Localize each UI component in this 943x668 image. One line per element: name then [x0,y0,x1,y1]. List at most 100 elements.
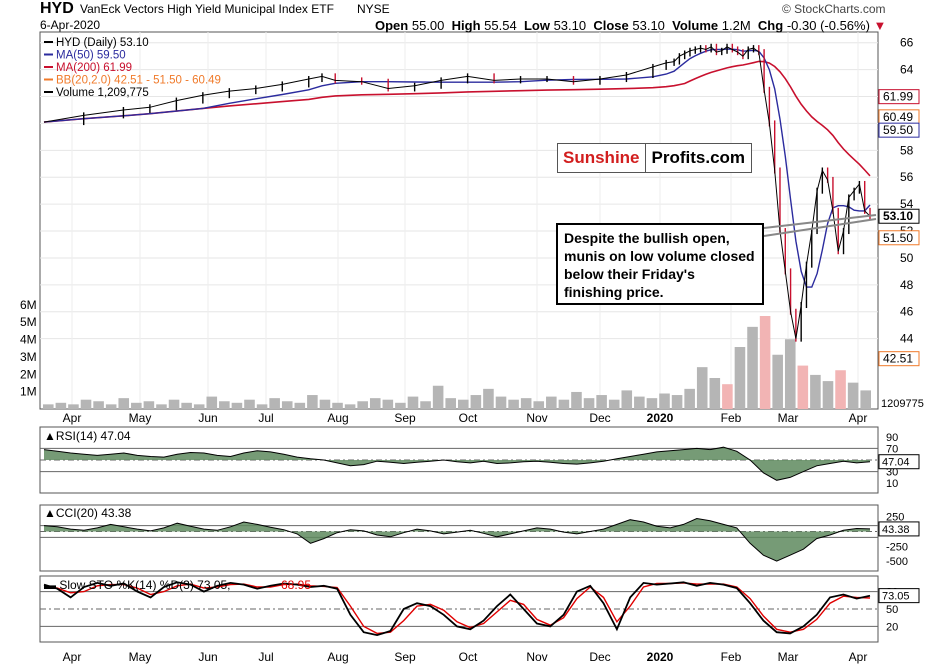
volume-bar [608,399,620,409]
volume-bar [68,404,79,409]
volume-last-value: 1209775 [881,398,924,410]
volume-axis-tick: 4M [20,333,37,347]
rsi-value-box [878,454,920,470]
volume-bar [797,365,809,409]
legend-item: Volume 1,209,775 [56,87,149,99]
cci-value-box [878,521,920,537]
month-axis-label: Jul [258,650,273,664]
volume-bar [835,370,846,409]
volume-bar [734,347,746,409]
month-axis-label: Jun [198,650,217,664]
price-label-box [878,208,920,224]
volume-bar [810,374,821,409]
month-axis-label: Apr [849,411,868,425]
rsi-axis-tick: 70 [886,443,898,455]
price-axis-tick: 58 [900,143,914,157]
header-symbol: HYD [40,0,74,17]
price-label: 51.50 [883,231,913,245]
price-axis-tick: 56 [900,170,914,184]
price-axis-tick: 48 [900,278,914,292]
low-value: 53.10 [553,18,587,33]
month-axis-label: May [129,411,152,425]
price-axis-tick: 46 [900,305,914,319]
cci-title: ▲CCI(20) 43.38 [44,506,132,520]
month-axis-label: Dec [589,650,610,664]
volume-bar [244,399,255,409]
rsi-area [44,447,870,481]
volume-bar [369,398,381,409]
volume-bar [671,395,683,409]
legend-item: MA(200) 61.99 [56,62,132,74]
volume-bar [281,401,293,409]
low-label: Low [523,18,550,33]
volume-bar [646,398,658,409]
volume-axis-tick: 6M [20,298,37,312]
brand-logo: Sunshine Profits.com [557,143,753,173]
volume-bar [55,402,67,409]
month-axis-label: Oct [459,650,478,664]
price-label-box [878,89,920,105]
chg-label: Chg [757,18,784,33]
volume-value: 1.2M [721,18,751,33]
header-date: 6-Apr-2020 [40,18,101,32]
volume-bar [332,402,343,409]
month-axis-label: Mar [778,411,799,425]
sto-axis-tick: 50 [886,604,898,616]
rsi-title: ▲RSI(14) 47.04 [44,429,131,443]
volume-bar [445,398,456,409]
rsi-axis-tick: 30 [886,467,898,479]
header-exchange: NYSE [357,2,390,16]
high-value: 55.54 [484,18,517,33]
volume-bar [432,385,444,409]
volume-bar [344,404,356,409]
chg-value: -0.30 (-0.56%) [786,18,870,33]
price-label-box [878,351,920,367]
price-label: 61.99 [883,90,913,104]
rsi-line [43,446,871,481]
volume-bar [784,339,796,409]
volume-bar [93,401,104,409]
volume-bar [206,396,218,409]
cci-panel [39,504,879,572]
volume-label: Volume [672,18,719,33]
volume-bar [722,384,733,409]
sto-panel [39,575,879,643]
brand-part-2: Profits.com [651,148,746,167]
volume-bar [407,396,419,409]
volume-bar [659,393,670,409]
sto-axis-tick: 20 [886,621,898,633]
volume-bar [118,398,130,409]
rsi-axis-tick: 10 [886,478,898,490]
volume-bar [571,391,582,409]
volume-bar [307,395,318,409]
ma200-line [43,60,871,177]
source-credit[interactable]: © StockCharts.com [782,2,886,16]
sto-k-line [43,581,871,637]
volume-bar [219,401,230,409]
sto-d-value-label: 68.95 [281,578,311,592]
volume-bar [596,395,607,409]
volume-bar [546,396,557,409]
rsi-axis-tick: 90 [886,432,898,444]
volume-bar [533,401,545,409]
volume-bar [684,388,695,409]
volume-bar [772,354,783,409]
volume-bar [508,399,519,409]
volume-bar [294,402,306,409]
callout-pointer [763,214,877,229]
month-axis-label: Apr [849,650,868,664]
sto-value-box [878,588,920,604]
month-axis-label: Dec [589,411,610,425]
price-label-box [878,230,920,246]
volume-bar [357,401,368,409]
cci-value: 43.38 [882,524,910,536]
price-label: 59.50 [883,123,913,137]
volume-bar [696,367,708,409]
legend-item: MA(50) 59.50 [56,50,126,62]
month-axis-label: May [129,650,152,664]
brand-part-1: Sunshine [558,144,646,172]
cci-axis-tick: -250 [886,541,908,553]
legend-item: BB(20,2.0) 42.51 - 51.50 - 60.49 [56,75,221,87]
callout-pointer [763,218,877,237]
month-axis-label: Aug [327,650,348,664]
